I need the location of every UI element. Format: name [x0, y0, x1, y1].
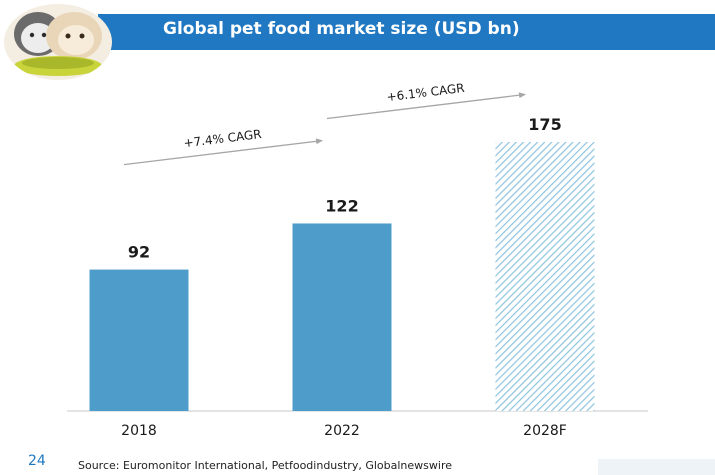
x-tick-label-2028f: 2028F: [523, 423, 567, 439]
page-number: 24: [28, 453, 46, 469]
data-label-2018: 92: [128, 243, 150, 262]
chart-title: Global pet food market size (USD bn): [163, 19, 520, 39]
data-label-2022: 122: [325, 196, 358, 215]
x-tick-label-2018: 2018: [121, 423, 157, 439]
bar-2022: [292, 223, 392, 411]
data-label-2028f: 175: [528, 115, 561, 134]
title-bar: [98, 14, 715, 50]
x-tick-label-2022: 2022: [324, 423, 360, 439]
cat-and-dog-photo-icon: [4, 4, 112, 80]
cagr-label-1: +7.4% CAGR: [183, 127, 262, 150]
cagr-arrow-2: [326, 92, 526, 120]
bar-2018: [89, 269, 189, 411]
source-note: Source: Euromonitor International, Petfo…: [78, 459, 452, 472]
cagr-arrow-1: [123, 138, 323, 166]
cagr-label-2: +6.1% CAGR: [386, 81, 465, 104]
corner-strip: [598, 459, 715, 475]
bar-2028f: [495, 142, 595, 411]
